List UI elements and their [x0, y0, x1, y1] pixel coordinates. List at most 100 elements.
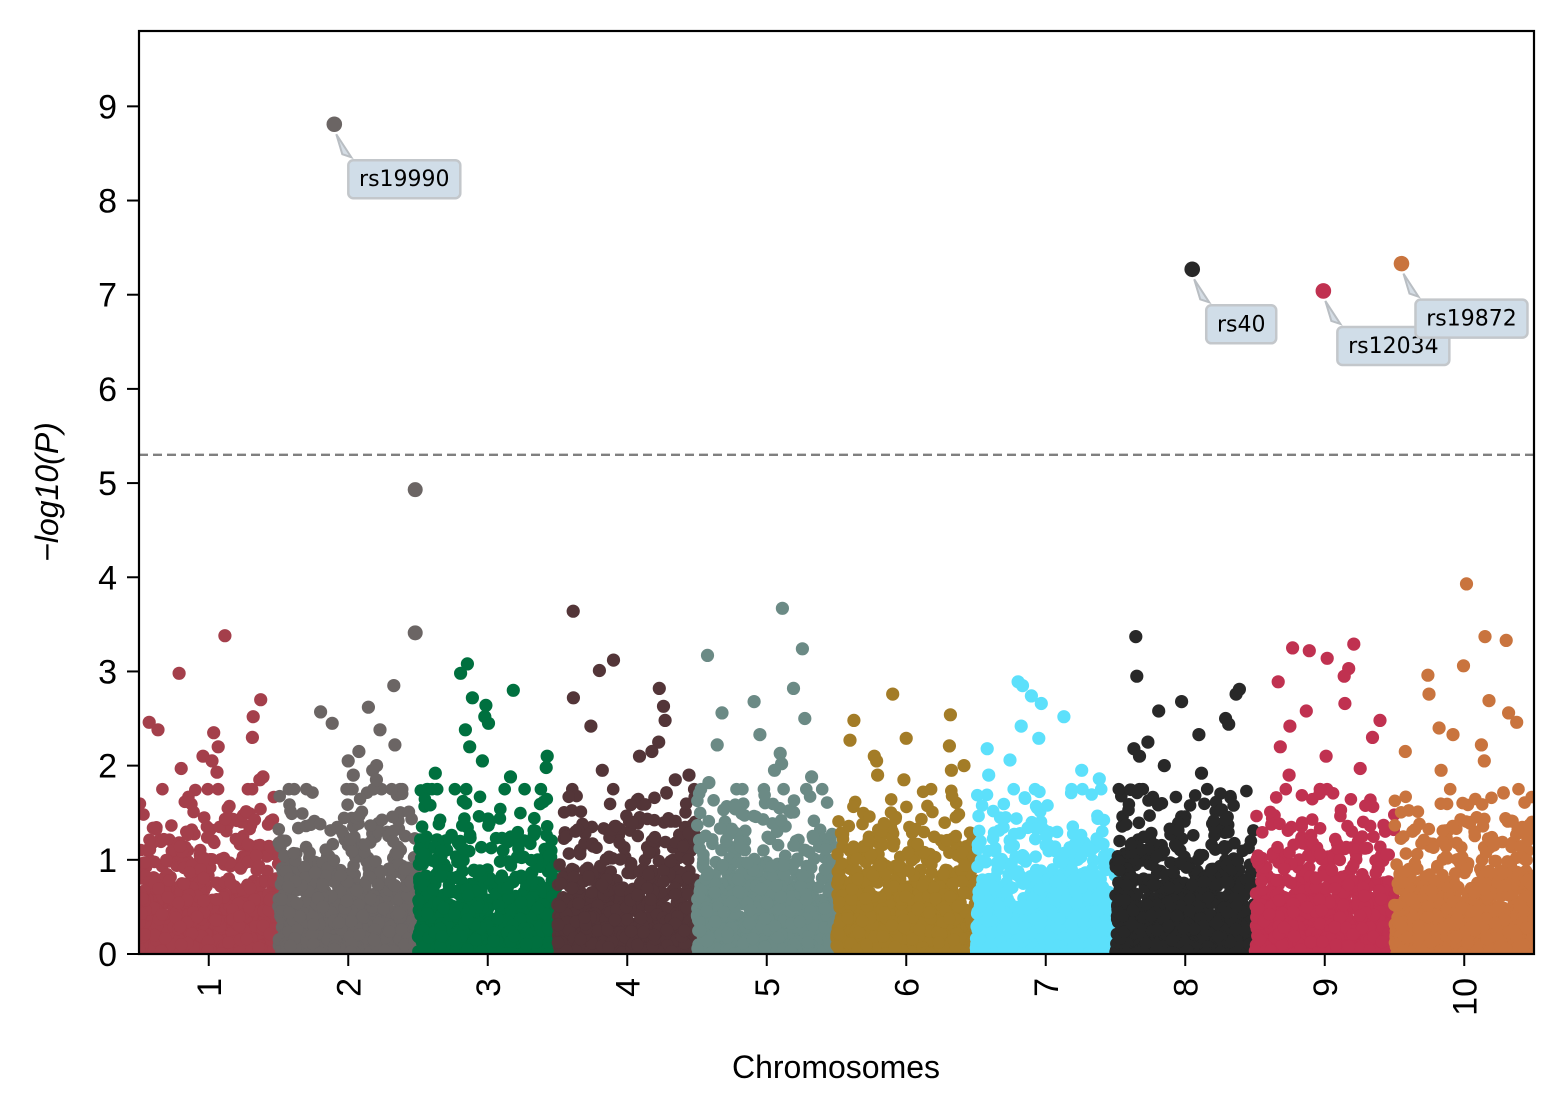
data-point	[595, 878, 609, 892]
data-point	[360, 855, 374, 869]
data-point	[139, 943, 146, 954]
data-point	[720, 835, 733, 848]
data-point	[530, 935, 543, 949]
peak-point	[540, 749, 554, 763]
peak-point	[710, 738, 724, 752]
peak-point	[210, 765, 224, 779]
data-point	[624, 925, 638, 938]
data-point	[233, 910, 246, 923]
data-point	[240, 932, 254, 946]
data-point	[518, 782, 531, 796]
data-point	[787, 839, 800, 852]
data-point	[734, 840, 747, 854]
data-point	[528, 825, 542, 838]
data-point	[382, 925, 396, 938]
data-point	[316, 878, 329, 891]
data-point	[210, 893, 223, 906]
data-point	[345, 845, 359, 858]
peak-point	[245, 730, 259, 745]
data-point	[708, 886, 722, 899]
data-point	[139, 928, 151, 941]
data-point	[926, 805, 939, 819]
peak-point	[454, 666, 468, 680]
data-point	[691, 819, 704, 832]
data-point	[158, 932, 172, 945]
data-point	[156, 782, 169, 796]
data-point	[367, 933, 381, 947]
data-point	[209, 913, 222, 927]
data-point	[757, 844, 770, 857]
data-point	[799, 893, 813, 906]
peak-point	[481, 716, 496, 730]
data-point	[190, 910, 204, 924]
data-point	[664, 855, 677, 868]
data-point	[214, 947, 228, 954]
data-point	[648, 791, 661, 805]
data-point	[181, 828, 194, 842]
data-point	[609, 819, 622, 833]
data-point	[884, 793, 898, 806]
peak-point	[373, 723, 387, 737]
data-point	[222, 936, 235, 949]
data-point	[157, 832, 171, 846]
data-point	[214, 853, 228, 866]
data-point	[534, 782, 548, 796]
data-point	[678, 924, 691, 938]
peak-point	[539, 760, 553, 775]
data-point	[160, 853, 173, 867]
data-point	[418, 792, 432, 806]
data-point	[161, 891, 175, 904]
data-point	[183, 866, 196, 879]
data-point	[201, 782, 215, 796]
peak-point	[606, 653, 621, 667]
data-point	[693, 924, 707, 937]
peak-point	[151, 723, 165, 737]
data-point	[352, 928, 366, 941]
data-point	[578, 911, 591, 924]
data-point	[248, 813, 262, 827]
data-point	[773, 903, 786, 916]
data-point	[434, 844, 448, 858]
data-point	[272, 836, 286, 850]
data-point	[573, 847, 587, 861]
data-point	[642, 846, 656, 859]
peak-point	[566, 691, 581, 705]
data-point	[432, 817, 446, 831]
data-point	[777, 859, 790, 872]
data-point	[492, 899, 506, 912]
peak-point	[341, 754, 355, 768]
data-point	[173, 920, 187, 934]
data-point	[377, 902, 390, 916]
data-point	[820, 796, 834, 809]
peak-point	[346, 768, 360, 782]
data-point	[608, 913, 622, 927]
data-point	[143, 843, 157, 856]
peak-point	[506, 683, 520, 697]
data-point	[400, 888, 414, 902]
data-point	[567, 870, 580, 884]
peak-point	[387, 679, 401, 693]
data-point	[448, 907, 461, 920]
data-point	[337, 811, 351, 825]
data-point	[273, 789, 287, 803]
peak-point	[428, 766, 442, 780]
data-point	[152, 882, 165, 895]
data-point	[332, 916, 346, 929]
data-point	[801, 936, 815, 949]
data-point	[284, 939, 297, 953]
data-point	[657, 875, 670, 888]
data-point	[511, 825, 525, 839]
data-point	[746, 932, 760, 945]
peak-point	[352, 744, 366, 759]
data-point	[631, 938, 644, 952]
peak-point	[369, 773, 383, 787]
data-point	[340, 782, 353, 796]
data-point	[783, 905, 797, 918]
data-point	[461, 889, 475, 902]
data-point	[701, 868, 714, 881]
peak-point	[475, 754, 489, 768]
data-point	[340, 894, 354, 908]
peak-point	[798, 711, 812, 726]
data-point	[531, 902, 545, 915]
